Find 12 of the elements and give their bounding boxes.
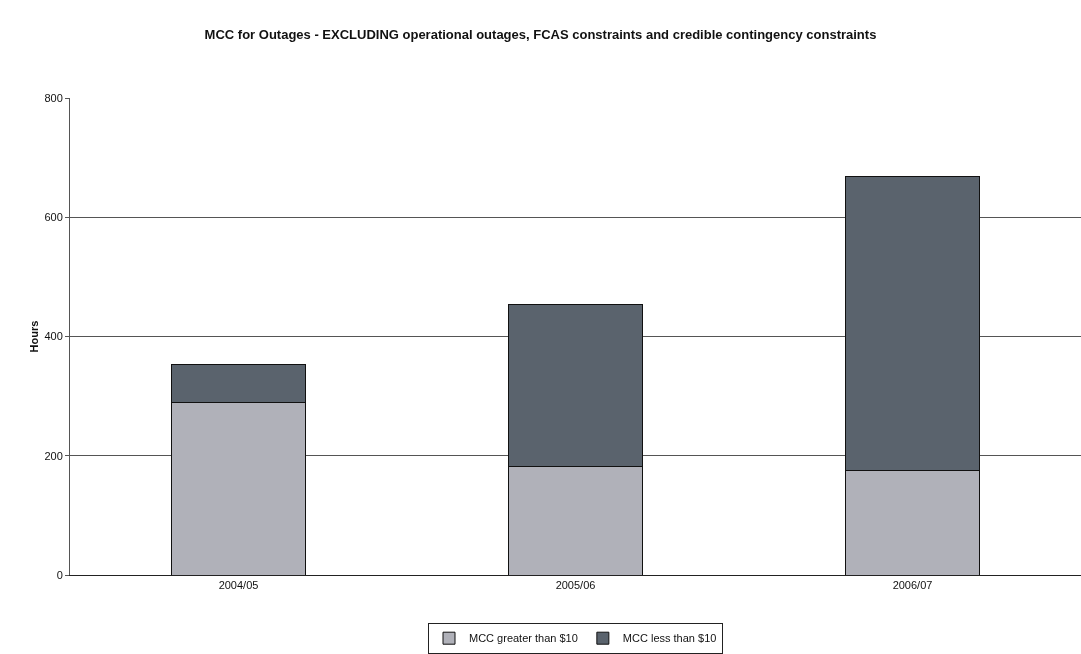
x-tick-label: 2005/06 xyxy=(555,579,596,592)
legend-label: MCC greater than $10 xyxy=(469,632,578,645)
y-tick-label: 600 xyxy=(44,211,63,224)
y-axis-title: Hours xyxy=(28,320,40,353)
x-tick-label: 2006/07 xyxy=(892,579,933,592)
legend-label: MCC less than $10 xyxy=(622,632,717,645)
x-tick-label: 2004/05 xyxy=(218,579,259,592)
y-tick-label: 200 xyxy=(44,449,63,462)
y-tick-label: 800 xyxy=(44,91,63,104)
chart-title: MCC for Outages - EXCLUDING operational outages, FCAS constraints and credible contingency constraints xyxy=(204,26,877,42)
y-tick-label: 400 xyxy=(44,330,63,343)
y-tick-label: 0 xyxy=(56,568,63,581)
